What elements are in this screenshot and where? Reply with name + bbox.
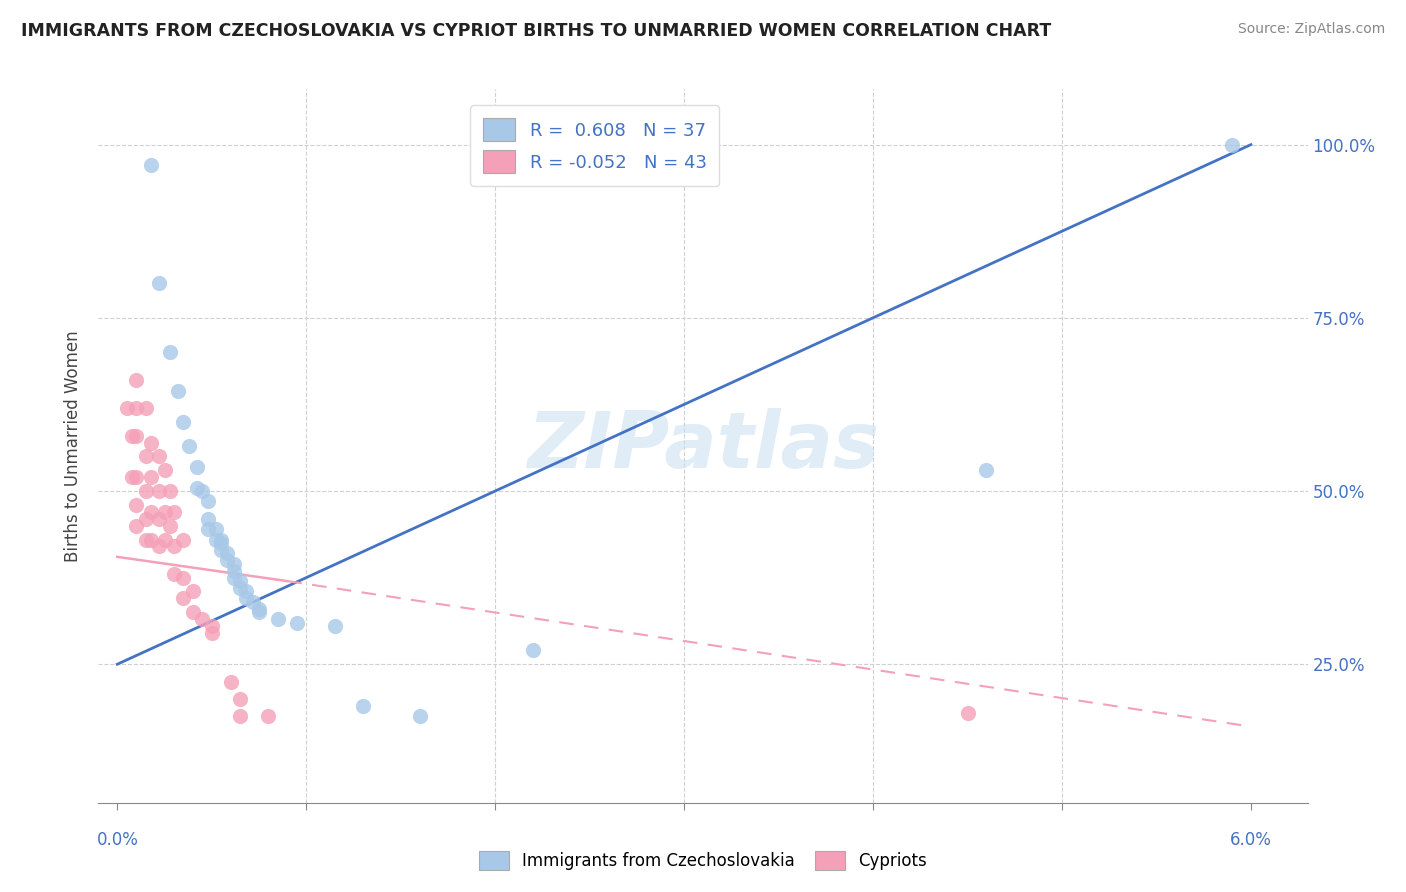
Point <box>323 619 346 633</box>
Point <box>204 533 226 547</box>
Point <box>191 612 214 626</box>
Point <box>172 415 194 429</box>
Legend: R =  0.608   N = 37, R = -0.052   N = 43: R = 0.608 N = 37, R = -0.052 N = 43 <box>470 105 720 186</box>
Point <box>285 615 308 630</box>
Y-axis label: Births to Unmarried Women: Births to Unmarried Women <box>65 330 83 562</box>
Point <box>125 428 148 442</box>
Point <box>125 470 148 484</box>
Point <box>141 158 163 172</box>
Point <box>229 709 252 723</box>
Point <box>148 450 170 464</box>
Point <box>191 483 214 498</box>
Point <box>115 401 138 415</box>
Point <box>197 512 219 526</box>
Text: IMMIGRANTS FROM CZECHOSLOVAKIA VS CYPRIOT BIRTHS TO UNMARRIED WOMEN CORRELATION : IMMIGRANTS FROM CZECHOSLOVAKIA VS CYPRIO… <box>21 22 1052 40</box>
Point <box>135 533 157 547</box>
Point <box>186 481 208 495</box>
Point <box>201 626 224 640</box>
Point <box>125 373 148 387</box>
Point <box>148 512 170 526</box>
Point <box>247 602 270 616</box>
Text: 0.0%: 0.0% <box>97 831 138 849</box>
Point <box>135 401 157 415</box>
Point <box>141 435 163 450</box>
Point <box>209 543 232 558</box>
Point <box>163 567 186 582</box>
Point <box>257 709 280 723</box>
Point <box>976 463 998 477</box>
Point <box>352 698 374 713</box>
Point <box>201 619 224 633</box>
Point <box>204 522 226 536</box>
Point <box>163 540 186 554</box>
Point <box>153 533 176 547</box>
Point <box>148 276 170 290</box>
Point <box>135 483 157 498</box>
Point <box>125 401 148 415</box>
Point <box>224 571 246 585</box>
Point <box>956 706 979 720</box>
Point <box>159 483 181 498</box>
Point <box>1220 137 1243 152</box>
Point <box>209 533 232 547</box>
Point <box>135 512 157 526</box>
Text: Source: ZipAtlas.com: Source: ZipAtlas.com <box>1237 22 1385 37</box>
Point <box>141 505 163 519</box>
Point <box>229 581 252 595</box>
Point <box>408 709 430 723</box>
Point <box>219 674 242 689</box>
Point <box>148 540 170 554</box>
Point <box>181 584 204 599</box>
Text: 6.0%: 6.0% <box>1230 831 1272 849</box>
Point <box>153 505 176 519</box>
Point <box>229 574 252 588</box>
Point <box>186 459 208 474</box>
Point <box>209 536 232 550</box>
Point <box>135 450 157 464</box>
Point <box>215 553 238 567</box>
Legend: Immigrants from Czechoslovakia, Cypriots: Immigrants from Czechoslovakia, Cypriots <box>472 844 934 877</box>
Point <box>242 595 264 609</box>
Point <box>235 591 257 606</box>
Point <box>125 518 148 533</box>
Point <box>121 428 143 442</box>
Point <box>153 463 176 477</box>
Point <box>235 584 257 599</box>
Point <box>229 691 252 706</box>
Point <box>125 498 148 512</box>
Point <box>197 522 219 536</box>
Point <box>215 546 238 560</box>
Point <box>172 571 194 585</box>
Point <box>121 470 143 484</box>
Point <box>181 605 204 619</box>
Point <box>247 605 270 619</box>
Point <box>163 505 186 519</box>
Point <box>159 518 181 533</box>
Point <box>197 494 219 508</box>
Point <box>141 533 163 547</box>
Point <box>141 470 163 484</box>
Point <box>159 345 181 359</box>
Point <box>224 564 246 578</box>
Text: ZIPatlas: ZIPatlas <box>527 408 879 484</box>
Point <box>224 557 246 571</box>
Point <box>267 612 290 626</box>
Point <box>522 643 544 657</box>
Point <box>172 591 194 606</box>
Point <box>179 439 201 453</box>
Point <box>148 483 170 498</box>
Point <box>172 533 194 547</box>
Point <box>166 384 188 398</box>
